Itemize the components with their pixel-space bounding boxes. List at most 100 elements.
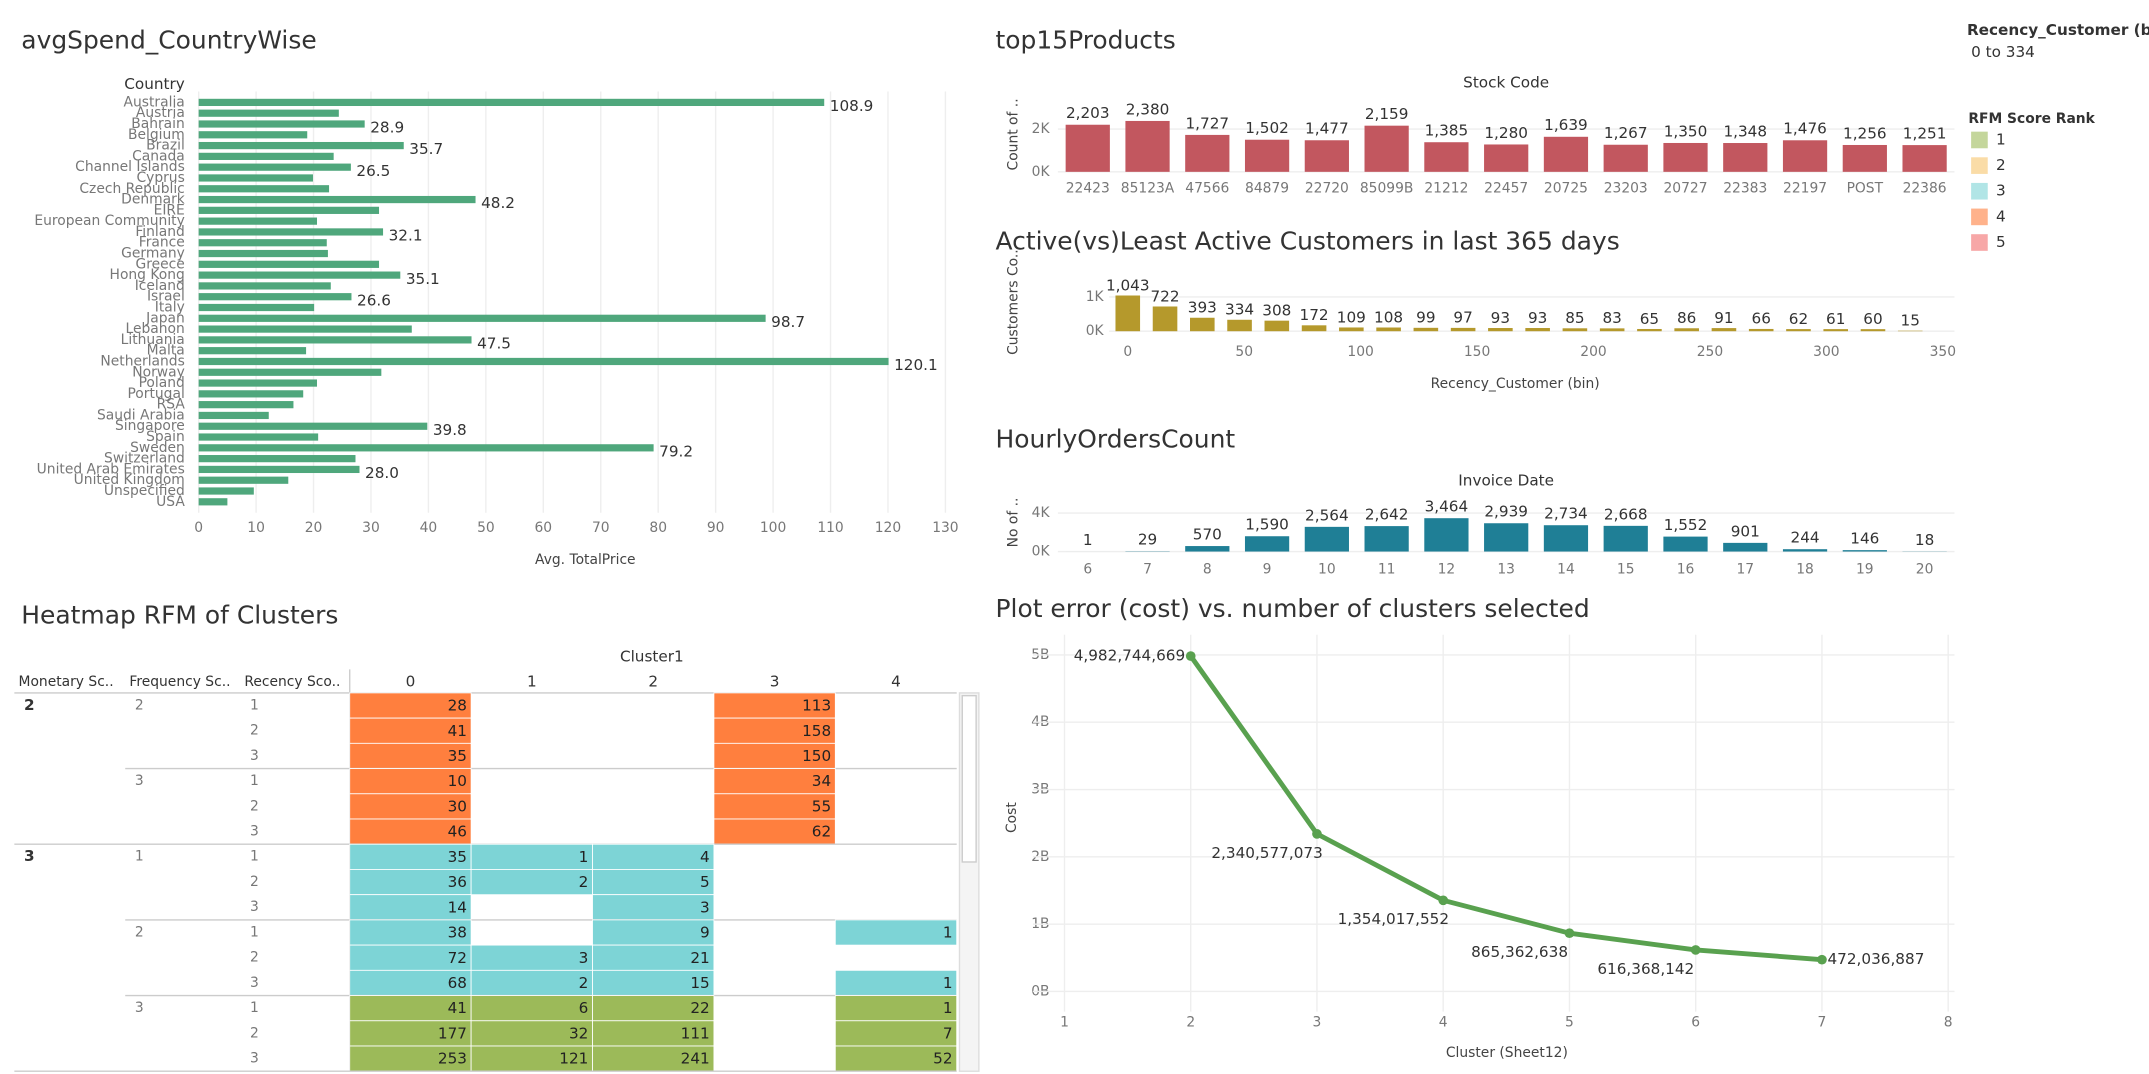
bar: [1185, 546, 1230, 552]
cell-value: 62: [812, 823, 831, 841]
bar: [1842, 550, 1887, 552]
heatmap-cell: [713, 742, 836, 769]
cell-value: 30: [448, 797, 467, 815]
heatmap-cell: [349, 692, 472, 719]
value-label: 244: [1791, 529, 1820, 547]
recency-score: 2: [250, 874, 259, 890]
bar: [1637, 328, 1662, 332]
bar: [198, 357, 889, 366]
value-label: 60: [1863, 310, 1882, 328]
x-tick-label: 250: [1697, 344, 1723, 360]
filter-title[interactable]: Recency_Customer (bin): [1967, 21, 2149, 39]
x-tick-label: 50: [1235, 344, 1253, 360]
x-tick-label: 60: [535, 520, 553, 536]
value-label: 108: [1374, 308, 1403, 326]
bar: [1115, 295, 1141, 332]
bar: [198, 185, 330, 193]
bar: [198, 282, 331, 290]
bar: [198, 368, 382, 376]
y-tick-label: Malta: [147, 343, 185, 359]
x-tick-label: 0: [1123, 344, 1132, 360]
heatmap-cell: [592, 1045, 715, 1072]
cell-value: 55: [812, 797, 831, 815]
cell-value: 38: [448, 924, 467, 942]
value-label: 99: [1416, 309, 1435, 327]
x-tick-label: POST: [1847, 180, 1884, 196]
y-tick-label: Australia: [124, 94, 185, 110]
x-tick-label: 10: [1318, 562, 1336, 578]
y-tick-label: Canada: [132, 148, 185, 164]
bar: [198, 141, 404, 150]
cell-value: 72: [448, 949, 467, 967]
chart-title: top15Products: [996, 26, 1176, 55]
bar: [198, 411, 269, 420]
cell-value: 7: [943, 1024, 953, 1042]
bar: [198, 120, 365, 128]
heatmap-cell: [592, 969, 715, 996]
value-label: 1,476: [1783, 120, 1827, 138]
y-tick-label: France: [139, 235, 185, 251]
bar: [1301, 325, 1327, 332]
x-tick-label: 4: [1439, 1015, 1448, 1031]
value-label: 47.5: [477, 335, 511, 353]
x-tick-label: 22720: [1305, 180, 1349, 196]
y-tick-label: Japan: [145, 310, 185, 326]
bar: [1364, 125, 1409, 172]
bar: [1543, 525, 1589, 552]
cell-value: 35: [448, 848, 467, 866]
cell-value: 177: [438, 1024, 467, 1042]
y-tick-label: Iceland: [135, 278, 185, 294]
monetary-score: 2: [24, 696, 35, 714]
recency-score: 1: [250, 849, 259, 865]
x-tick-label: 17: [1736, 562, 1754, 578]
value-label: 2,564: [1305, 506, 1349, 524]
cell-value: 111: [681, 1024, 710, 1042]
heatmap-cell: [713, 717, 836, 744]
x-tick-label: 8: [1944, 1015, 1953, 1031]
heatmap-cell: [592, 869, 715, 896]
filter-value[interactable]: 0 to 334: [1971, 43, 2035, 61]
cell-value: 21: [690, 949, 709, 967]
y-tick-label: 1K: [1086, 289, 1105, 305]
y-tick-label: Spain: [146, 429, 185, 445]
value-label: 29: [1138, 531, 1157, 549]
value-label: 616,368,142: [1597, 960, 1694, 978]
x-tick-label: 5: [1565, 1015, 1574, 1031]
bar: [198, 98, 825, 107]
bar: [1663, 142, 1708, 172]
legend-swatch: [1971, 131, 1988, 149]
value-label: 18: [1915, 531, 1934, 549]
point: [1312, 829, 1322, 839]
recency-score: 2: [250, 723, 259, 739]
cell-value: 6: [579, 999, 589, 1017]
y-tick-label: 4K: [1032, 505, 1051, 521]
y-tick-label: EIRE: [154, 202, 185, 218]
value-label: 28.0: [365, 464, 399, 482]
bar: [198, 163, 351, 171]
category-header: Invoice Date: [1458, 471, 1554, 489]
x-tick-label: 85123A: [1121, 180, 1175, 196]
bar: [198, 195, 476, 204]
scrollbar-thumb[interactable]: [961, 694, 977, 863]
bar: [198, 422, 428, 430]
value-label: 1,385: [1425, 122, 1469, 140]
bar: [1450, 327, 1476, 332]
chart-title: avgSpend_CountryWise: [21, 26, 316, 55]
value-label: 98.7: [771, 313, 805, 331]
y-tick-label: Norway: [132, 364, 185, 380]
x-tick-label: 47566: [1185, 180, 1229, 196]
recency-score: 1: [250, 697, 259, 713]
bar: [1484, 144, 1529, 172]
row-header: Monetary Sc..: [19, 674, 114, 690]
bar: [1562, 328, 1588, 332]
x-tick-label: 20: [305, 520, 323, 536]
value-label: 1,280: [1484, 124, 1528, 142]
y-axis-label: No of ..: [1006, 498, 1022, 548]
value-label: 2,734: [1544, 505, 1588, 523]
value-label: 1,350: [1664, 122, 1708, 140]
value-label: 1,256: [1843, 124, 1887, 142]
frequency-score: 2: [135, 697, 144, 713]
bar: [1902, 145, 1947, 172]
x-tick-label: 11: [1378, 562, 1396, 578]
bar: [198, 476, 289, 484]
